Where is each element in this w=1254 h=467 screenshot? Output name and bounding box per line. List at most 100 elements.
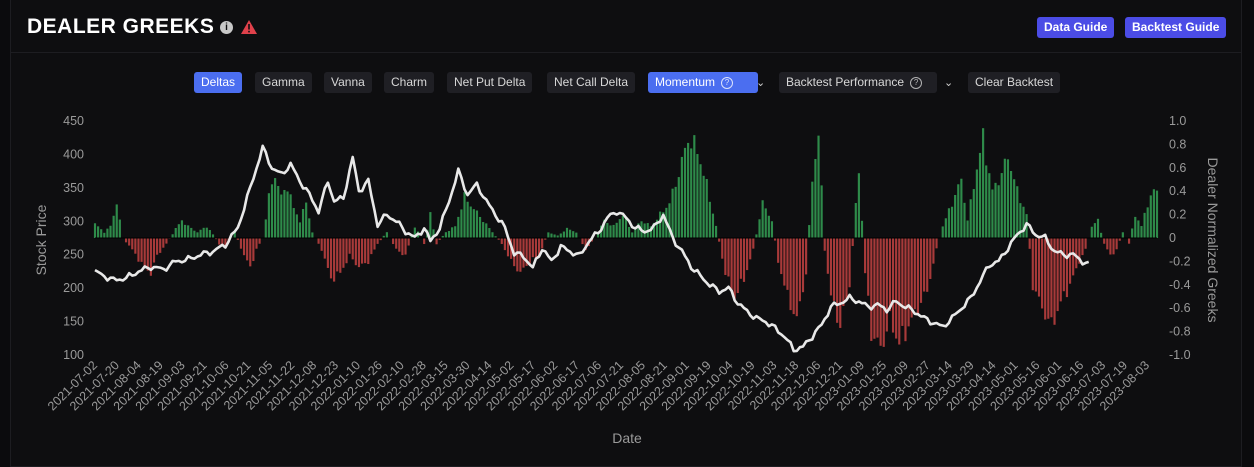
tab-gamma[interactable]: Gamma [255, 72, 312, 93]
chevron-down-icon[interactable]: ⌄ [944, 77, 954, 89]
greek-bar [152, 238, 156, 263]
greek-bar [1053, 238, 1056, 325]
greek-bar [550, 233, 553, 238]
greek-bar [1093, 223, 1096, 238]
greek-bar [267, 193, 270, 238]
greek-bar [180, 220, 184, 238]
greek-bar [954, 194, 957, 238]
y-right-tick-label: 0 [1169, 231, 1176, 245]
tab-vanna[interactable]: Vanna [324, 72, 372, 93]
greek-bar [354, 238, 357, 266]
greek-bar [845, 238, 848, 299]
greek-bar [360, 238, 364, 264]
tab-net-call-delta[interactable]: Net Call Delta [547, 72, 636, 93]
greek-bar [814, 159, 817, 238]
greek-bar [128, 238, 131, 246]
help-icon[interactable]: ? [910, 76, 923, 89]
greek-bar [348, 238, 351, 254]
greek-bar [193, 230, 196, 238]
greek-bar [1065, 238, 1069, 298]
backtest-performance-dropdown[interactable]: Backtest Performance? [779, 72, 937, 93]
greek-bar [106, 228, 109, 238]
backtest-guide-button[interactable]: Backtest Guide [1125, 17, 1227, 38]
greek-bar [618, 219, 621, 238]
greek-bar [746, 238, 749, 271]
greek-bar [1112, 238, 1115, 255]
greek-bar [780, 238, 783, 275]
greek-bar [208, 230, 211, 238]
greek-bar [854, 203, 857, 238]
greek-bar [975, 169, 978, 238]
data-guide-button[interactable]: Data Guide [1037, 17, 1115, 38]
greek-bar [926, 238, 929, 292]
warning-icon[interactable] [241, 20, 257, 34]
greek-bar [929, 238, 932, 279]
greek-bar [1013, 179, 1016, 238]
greek-bar [631, 232, 634, 238]
greek-bar [758, 219, 761, 238]
greek-bar [634, 228, 637, 238]
greek-bar [842, 238, 845, 307]
y-right-tick-label: 1.0 [1169, 114, 1186, 128]
tab-deltas[interactable]: Deltas [194, 72, 243, 93]
greek-bar [935, 238, 938, 249]
greek-bar [1090, 226, 1093, 238]
greek-bar [270, 184, 274, 238]
greek-bar [1031, 238, 1034, 291]
greek-bar [1127, 238, 1131, 244]
greek-bar [1075, 238, 1078, 269]
greek-bar [379, 238, 382, 241]
greek-bars [93, 128, 1159, 347]
greek-bar [1044, 238, 1047, 320]
greek-bar [345, 238, 348, 264]
greek-bar [308, 218, 311, 238]
momentum-toggle[interactable]: Momentum? [648, 72, 758, 93]
greek-bar [752, 238, 755, 249]
greek-bar [1096, 218, 1100, 238]
info-icon[interactable]: i [220, 21, 233, 34]
greek-bar [1003, 158, 1006, 238]
greek-bar [569, 229, 572, 238]
clear-backtest-button[interactable]: Clear Backtest [968, 72, 1061, 93]
greek-bar [1118, 238, 1121, 241]
momentum-label: Momentum [655, 75, 716, 89]
greek-bar [1143, 212, 1146, 238]
greek-bar [857, 173, 860, 238]
tab-charm[interactable]: Charm [384, 72, 435, 93]
greek-bar [907, 238, 910, 327]
greek-bar [233, 231, 236, 238]
chevron-down-icon[interactable]: ⌄ [756, 77, 766, 89]
greek-bar [485, 223, 488, 238]
help-icon[interactable]: ? [721, 76, 734, 89]
greek-bar [910, 238, 913, 318]
greek-bar [1068, 238, 1072, 284]
greek-bar [215, 238, 218, 240]
greek-bar [525, 238, 528, 266]
greek-bar [795, 238, 798, 317]
greek-bar [950, 206, 954, 238]
greek-bar [336, 238, 339, 272]
greek-bar [891, 238, 895, 333]
greek-bar [537, 238, 541, 256]
tab-net-put-delta[interactable]: Net Put Delta [447, 72, 533, 93]
price-line [94, 144, 1090, 353]
greek-bar [817, 135, 820, 238]
greek-bar [143, 238, 146, 266]
greek-bar [705, 179, 708, 238]
greek-bar [494, 236, 497, 238]
y-axis-right: -1.0 -0.8 -0.6 -0.4 -0.2 0 0.2 0.4 0.6 0.8 1.0 [1169, 114, 1191, 362]
greek-bar [311, 232, 314, 238]
greek-bar [441, 235, 444, 238]
greek-bar [609, 225, 612, 238]
greek-bar [156, 238, 159, 255]
page-title: DEALER GREEKS [27, 15, 215, 38]
greek-bar [860, 220, 864, 238]
greek-bar [463, 192, 466, 238]
greek-bar [255, 238, 258, 249]
greek-bar [848, 238, 851, 288]
greek-bar [339, 238, 342, 273]
greek-bar [1006, 159, 1010, 238]
y-right-tick-label: -0.8 [1169, 325, 1191, 339]
y-right-tick-label: 0.6 [1169, 161, 1186, 175]
